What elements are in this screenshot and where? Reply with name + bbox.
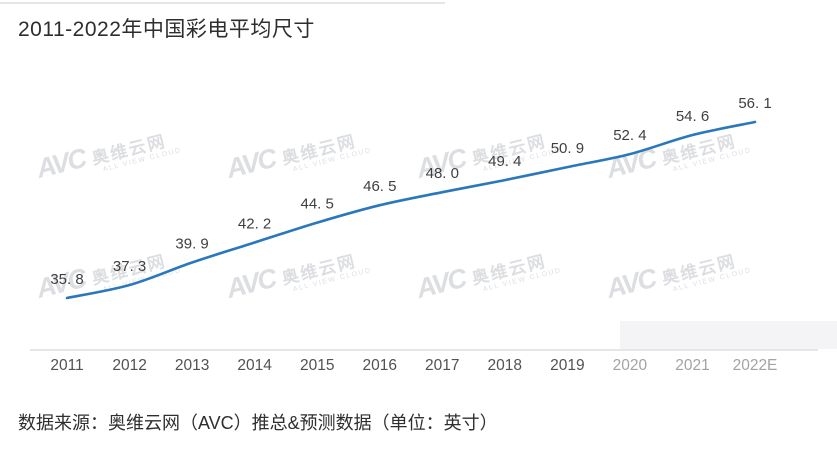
data-point-label: 44. 5 xyxy=(301,196,334,213)
x-axis-tick-label: 2021 xyxy=(675,357,709,374)
x-axis-tick-label: 2014 xyxy=(237,357,272,374)
data-point-label: 48. 0 xyxy=(426,165,459,182)
x-axis-tick-label: 2011 xyxy=(50,357,83,374)
x-axis-tick-label: 2013 xyxy=(175,357,209,374)
x-axis-tick-label: 2018 xyxy=(488,357,522,374)
x-axis-tick-label: 2019 xyxy=(550,357,584,374)
data-point-label: 39. 9 xyxy=(175,236,208,253)
data-point-label: 56. 1 xyxy=(738,95,771,112)
axis-highlight-band xyxy=(620,321,837,349)
x-axis-tick-label: 2015 xyxy=(300,357,334,374)
top-divider xyxy=(0,2,445,4)
data-point-label: 52. 4 xyxy=(613,127,646,144)
average-size-line-series xyxy=(65,120,757,300)
x-axis-tick-label: 2016 xyxy=(363,357,397,374)
data-point-label: 42. 2 xyxy=(238,216,271,233)
data-point-label: 50. 9 xyxy=(551,140,584,157)
data-point-label: 35. 8 xyxy=(50,271,83,288)
data-source-note: 数据来源：奥维云网（AVC）推总&预测数据（单位：英寸） xyxy=(18,413,498,433)
data-point-label: 54. 6 xyxy=(676,108,709,125)
page-title: 2011-2022年中国彩电平均尺寸 xyxy=(18,18,315,41)
data-point-label: 49. 4 xyxy=(488,153,521,170)
x-axis-tick-label: 2017 xyxy=(425,357,459,374)
x-axis-tick-label: 2022E xyxy=(733,357,778,374)
data-point-label: 46. 5 xyxy=(363,178,396,195)
x-axis-tick-label: 2012 xyxy=(112,357,146,374)
data-point-label: 37. 3 xyxy=(113,258,146,275)
x-axis-tick-label: 2020 xyxy=(613,357,648,374)
